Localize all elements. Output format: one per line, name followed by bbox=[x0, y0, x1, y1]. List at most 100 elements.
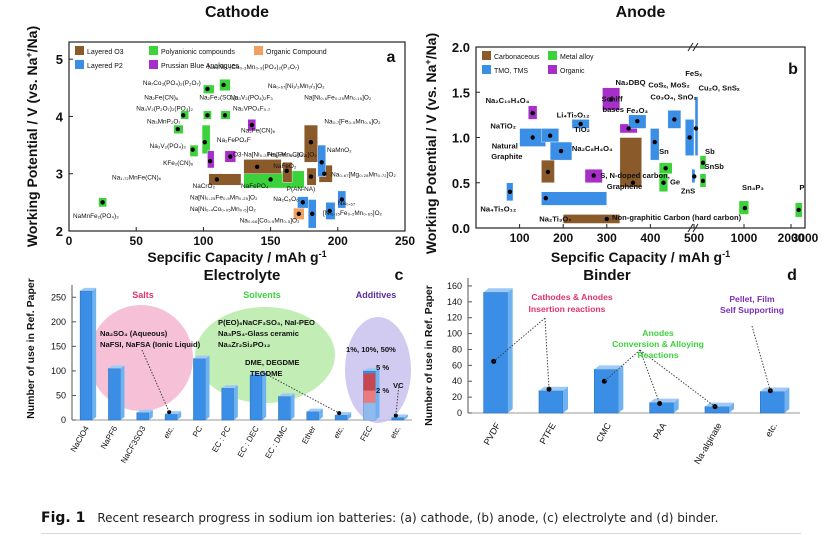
salts-leader-line bbox=[141, 349, 170, 413]
binder-bar-side bbox=[784, 387, 790, 413]
cathode-title: Cathode bbox=[205, 4, 269, 21]
cathode-point bbox=[268, 177, 273, 182]
cathode-point bbox=[202, 140, 207, 145]
cathode-material-label: Na₂Fe₂(SO₄)₃ bbox=[199, 94, 239, 101]
electrolyte-bar bbox=[221, 387, 235, 421]
anode-material-label: Non-graphitic Carbon (hard carbon) bbox=[612, 213, 742, 222]
anode-point bbox=[663, 166, 668, 171]
anode-material-label: Sb bbox=[705, 147, 715, 156]
anode-legend-swatch bbox=[548, 65, 557, 74]
cathode-material-label: Na₀.₇[Fe₀.₅Mn₀.₅]O₂ bbox=[324, 118, 381, 125]
cathode-point bbox=[221, 82, 226, 88]
cathode-point bbox=[205, 86, 210, 92]
cathode-x-tick-label: 50 bbox=[130, 234, 144, 248]
cathode-y-axis-title: Working Potential / V (vs. Na+/Na) bbox=[24, 26, 40, 247]
anode-point bbox=[635, 119, 640, 124]
electrolyte-title: Electrolyte bbox=[204, 267, 281, 284]
binder-category-label: CMC bbox=[594, 421, 613, 444]
anode-x-tick-label: 400 bbox=[640, 231, 660, 245]
cathode-material-label: NaMnFe₂(PO₄)₃ bbox=[73, 213, 119, 220]
salts-group-label: Salts bbox=[132, 290, 154, 300]
binder-bar-side bbox=[673, 398, 679, 413]
cathode-x-tick-label: 100 bbox=[193, 234, 213, 248]
cathode-material-label: Na₀.₆₇ bbox=[338, 200, 355, 207]
cathode-panel: Cathode 0 50 100 150 200 250 2 3 4 5 Sepcific Capac… bbox=[24, 4, 415, 265]
binder-annotation: Self Supporting bbox=[720, 305, 784, 315]
electrolyte-bar-side bbox=[262, 371, 267, 420]
binder-annotation: Insertion reactions bbox=[529, 304, 606, 314]
cathode-material-label: Na₂Fe(CN)₆ bbox=[241, 127, 276, 134]
cathode-legend-label: Layered P2 bbox=[87, 63, 123, 70]
anode-point bbox=[591, 173, 596, 178]
binder-category-label: etc. bbox=[763, 421, 779, 439]
electrolyte-category-label: Ether bbox=[300, 424, 318, 445]
cathode-y-axis-title-main: Working Potential / V (vs. Na bbox=[24, 57, 40, 247]
electrolyte-y-tick-label: 150 bbox=[51, 341, 66, 351]
cathode-material-label: Na[Ni₀.₆Fe₀.₂₅Mn₀.₁₅]O₂ bbox=[304, 94, 372, 101]
electrolyte-annotation: 2 % bbox=[376, 386, 389, 395]
anode-x-tick-label: 200 bbox=[553, 231, 573, 245]
cathode-y-axis-title-tail: /Na) bbox=[24, 26, 40, 52]
electrolyte-category-label: EC : PC bbox=[210, 424, 232, 454]
binder-leader-line bbox=[544, 317, 550, 390]
cathode-material-label: Na₂Fe(CN)₆ bbox=[144, 94, 179, 101]
anode-point bbox=[604, 216, 609, 222]
binder-bar bbox=[483, 291, 508, 414]
electrolyte-bar bbox=[79, 290, 93, 421]
anode-material-label: SnSb bbox=[705, 162, 725, 171]
binder-title: Binder bbox=[583, 267, 631, 284]
anode-material-label: Sn bbox=[659, 147, 669, 156]
electrolyte-y-tick-label: 200 bbox=[51, 317, 66, 327]
anode-x-axis-title: Sepcific Capacity / mAh g-1 bbox=[551, 249, 730, 265]
caption-figure-number: Fig. 1 bbox=[41, 510, 86, 526]
cathode-y-tick-label: 2 bbox=[56, 224, 63, 239]
solvents-group-label: Solvents bbox=[243, 290, 281, 300]
binder-bar-side bbox=[729, 402, 734, 413]
electrolyte-bar-top bbox=[193, 355, 210, 359]
cathode-point bbox=[296, 211, 302, 217]
anode-point bbox=[545, 169, 551, 175]
anode-material-label: Li₄Ti₅O₁₂ bbox=[557, 111, 590, 120]
anode-material-label: Co₃O₄, SnO₂ bbox=[650, 92, 696, 101]
cathode-material-label: Na₁.₇₂MnFe(CN)₆ bbox=[112, 174, 162, 181]
electrolyte-bar-top bbox=[80, 287, 97, 291]
anode-y-axis-title-sup: + bbox=[423, 59, 433, 64]
anode-legend-label: Organic bbox=[560, 68, 585, 75]
electrolyte-annotation: 1%, 10%, 50% bbox=[346, 345, 396, 354]
electrolyte-bar-side bbox=[403, 414, 408, 420]
anode-point bbox=[543, 195, 548, 201]
binder-annotation: Cathodes & Anodes bbox=[531, 292, 613, 302]
cathode-point bbox=[190, 147, 195, 152]
binder-y-tick-label: 160 bbox=[447, 281, 462, 291]
binder-bar-top bbox=[760, 387, 790, 392]
electrolyte-bar-side bbox=[148, 409, 153, 420]
anode-point bbox=[672, 117, 677, 122]
electrolyte-bar bbox=[391, 417, 405, 421]
cathode-point bbox=[228, 154, 233, 159]
binder-bar bbox=[594, 369, 619, 414]
electrolyte-category-label: PC bbox=[191, 424, 204, 438]
anode-point bbox=[692, 174, 697, 179]
anode-material-label: Na₂Ti₃O₇ bbox=[539, 215, 571, 224]
electrolyte-annotation: P(EO)₆NaCF₃SO₃, NaI-PEO bbox=[218, 318, 315, 327]
anode-material-label: S, N-doped carbon, bbox=[600, 171, 670, 180]
anode-y-axis-title-tail: /Na) bbox=[423, 33, 439, 59]
electrolyte-bar-side bbox=[375, 367, 380, 420]
binder-annotation: Reactions bbox=[637, 350, 678, 360]
anode-material-label: Cu₂O, SnSₓ bbox=[699, 83, 740, 92]
cathode-material-label: Na₀.₆₇[Mg₀.₂₈Mn₀.₇₂]O₂ bbox=[331, 172, 396, 179]
cathode-point bbox=[339, 197, 345, 202]
cathode-material-label: Na₀.₆₆[Co₀.₅Mn₀.₅]O₂ bbox=[240, 217, 300, 224]
electrolyte-bar bbox=[278, 396, 291, 421]
binder-leader-line bbox=[751, 325, 771, 391]
binder-leader-line bbox=[604, 349, 641, 382]
anode-x-tick-label: 500 bbox=[684, 231, 704, 245]
cathode-y-tick-label: 5 bbox=[56, 52, 63, 67]
anode-region bbox=[619, 137, 642, 188]
salts-ellipse bbox=[89, 305, 193, 411]
electrolyte-bar-side bbox=[347, 412, 352, 420]
electrolyte-bar-top bbox=[108, 365, 125, 369]
electrolyte-bar bbox=[306, 411, 320, 421]
electrolyte-bar-top bbox=[278, 393, 295, 397]
